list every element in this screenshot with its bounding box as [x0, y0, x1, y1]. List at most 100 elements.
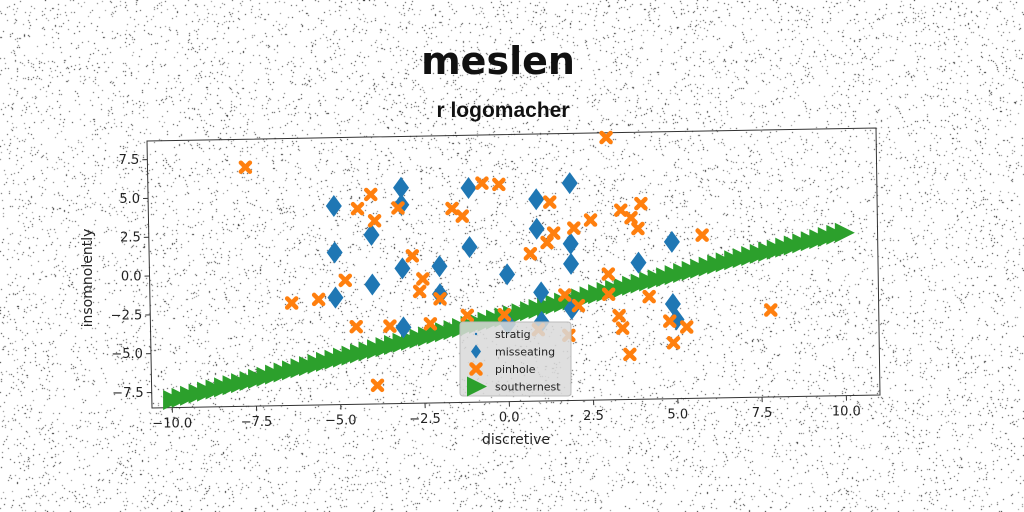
legend-marker-pinhole: [469, 362, 483, 376]
misseating-point: [528, 188, 545, 211]
pinhole-point: [623, 347, 637, 362]
pinhole-point: [238, 160, 253, 174]
pinhole-point: [764, 303, 778, 317]
x-tick-label: −7.5: [241, 415, 273, 430]
pinhole-point: [583, 213, 598, 227]
misseating-point: [394, 257, 411, 280]
x-tick-label: 0.0: [499, 411, 520, 426]
legend-marker-southernest: [467, 376, 487, 397]
y-tick-label: −2.5: [111, 308, 143, 323]
x-tick-label: 5.0: [667, 408, 688, 423]
misseating-point: [561, 172, 578, 195]
misseating-point: [364, 273, 381, 296]
pinhole-point: [412, 284, 427, 299]
y-tick-label: −5.0: [111, 347, 143, 362]
pinhole-point: [695, 228, 709, 242]
y-tick-label: 5.0: [119, 192, 140, 207]
pinhole-point: [567, 221, 581, 235]
pinhole-point: [546, 226, 561, 240]
x-axis-label: discretive: [482, 432, 550, 448]
y-tick-label: 0.0: [121, 270, 142, 285]
pinhole-point: [523, 246, 538, 261]
y-axis-label: insomnolently: [80, 229, 96, 328]
pinhole-point: [475, 176, 489, 190]
misseating-point: [630, 251, 647, 274]
pinhole-point: [543, 195, 557, 209]
misseating-point: [533, 281, 550, 304]
pinhole-point: [423, 317, 438, 331]
misseating-point: [327, 286, 344, 309]
pinhole-point: [349, 319, 363, 334]
legend-label: southernest: [495, 381, 561, 394]
y-tick-label: 2.5: [120, 231, 141, 246]
y-axis-ticks: −7.5 −5.0 −2.5 0.0 2.5 5.0 7.5: [111, 153, 152, 401]
misseating-point: [460, 177, 477, 200]
pinhole-point: [455, 209, 470, 223]
pinhole-point: [370, 378, 385, 393]
legend-label: stratig: [495, 328, 531, 341]
x-tick-label: −5.0: [325, 414, 357, 429]
chart-subtitle: r logomacher: [436, 99, 569, 122]
pinhole-point: [679, 320, 694, 334]
pinhole-point: [350, 201, 365, 216]
misseating-point: [326, 241, 343, 264]
chart-title: meslen: [421, 39, 575, 83]
misseating-point: [563, 252, 580, 275]
pinhole-point: [634, 196, 648, 211]
misseating-point: [431, 255, 448, 278]
y-tick-label: −7.5: [112, 386, 144, 401]
x-tick-label: 10.0: [832, 405, 861, 420]
pinhole-point: [599, 130, 613, 145]
pinhole-point: [383, 319, 397, 333]
pinhole-point: [666, 336, 681, 350]
pinhole-point: [497, 308, 512, 322]
x-tick-label: 2.5: [583, 409, 604, 424]
pinhole-point: [364, 187, 378, 202]
pinhole-point: [624, 211, 638, 225]
misseating-point: [528, 217, 545, 240]
x-tick-label: −10.0: [152, 417, 192, 432]
pinhole-point: [460, 308, 475, 323]
data-marks: [163, 130, 855, 411]
southernest-point: [834, 222, 855, 243]
pinhole-point: [642, 289, 656, 304]
y-tick-label: 7.5: [119, 153, 140, 168]
misseating-point: [499, 263, 516, 286]
x-tick-label: 7.5: [752, 406, 773, 421]
pinhole-point: [433, 292, 447, 306]
plot-area: −10.0 −7.5 −5.0 −2.5 0.0 2.5 5.0 7.5 10.0 −7.5 −5…: [111, 127, 881, 432]
legend-box: [459, 321, 572, 397]
misseating-point: [395, 316, 412, 339]
pinhole-point: [601, 267, 616, 281]
x-axis-ticks: −10.0 −7.5 −5.0 −2.5 0.0 2.5 5.0 7.5 10.0: [152, 395, 861, 432]
pinhole-point: [405, 249, 420, 263]
pinhole-point: [338, 273, 353, 288]
pinhole-point: [614, 203, 628, 217]
pinhole-point: [571, 298, 586, 313]
pinhole-point: [558, 288, 572, 302]
pinhole-point: [663, 314, 677, 328]
pinhole-point: [416, 272, 430, 286]
misseating-point: [325, 194, 342, 217]
legend: stratig misseating pinhole southernest: [459, 321, 572, 397]
legend-marker-stratig: [474, 332, 478, 336]
misseating-point: [562, 232, 579, 255]
misseating-point: [363, 223, 380, 246]
legend-marker-misseating: [471, 344, 481, 359]
misseating-point: [393, 176, 410, 199]
pinhole-point: [445, 201, 459, 216]
pinhole-point: [311, 292, 326, 307]
pinhole-point: [612, 309, 626, 323]
pinhole-point: [284, 296, 299, 310]
pinhole-point: [615, 321, 630, 335]
legend-label: misseating: [495, 346, 555, 359]
pinhole-point: [631, 221, 645, 236]
pinhole-point: [601, 287, 616, 302]
pinhole-point: [492, 177, 506, 192]
misseating-point: [663, 230, 680, 253]
plot-frame: [146, 127, 881, 409]
misseating-point: [461, 236, 478, 259]
pinhole-point: [391, 201, 405, 215]
